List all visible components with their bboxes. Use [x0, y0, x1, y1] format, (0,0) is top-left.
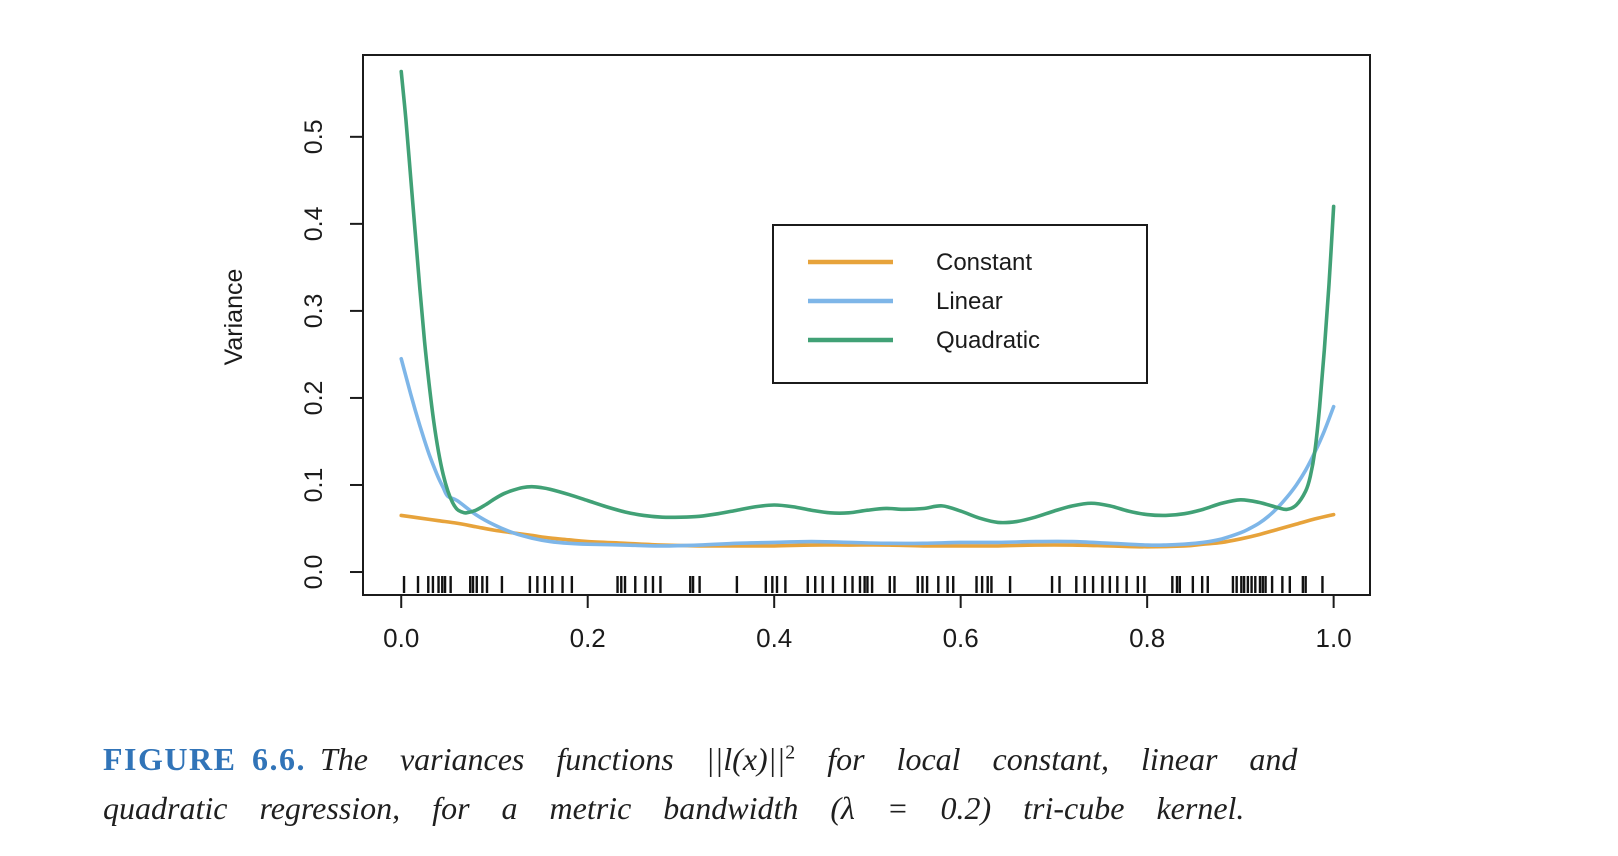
- legend-label-linear: Linear: [936, 288, 1003, 315]
- y-tick-label: 0.5: [300, 119, 328, 154]
- caption-math-norm: ||l(x)||: [705, 741, 786, 777]
- y-tick-label: 0.3: [300, 294, 328, 329]
- variance-chart: 0.0 0.1 0.2 0.3 0.4 0.5 0.0 0.2 0.4 0.6 0.8 1.0 Vari…: [220, 54, 1371, 653]
- figure-panel: 0.0 0.1 0.2 0.3 0.4 0.5 0.0 0.2 0.4 0.6 0.8 1.0 Vari…: [220, 54, 1371, 653]
- x-tick-label: 0.2: [570, 623, 606, 653]
- x-tick-label: 0.6: [943, 623, 979, 653]
- y-tick-label: 0.4: [300, 206, 328, 241]
- y-axis-title: Variance: [220, 269, 248, 366]
- plot-border: [362, 54, 1371, 596]
- y-tick-label: 0.1: [300, 468, 328, 503]
- caption-figure-label: FIGURE 6.6.: [103, 741, 306, 777]
- figure-caption: FIGURE 6.6. The variances functions ||l(x…: [103, 735, 1563, 833]
- caption-math-sup: 2: [785, 741, 796, 764]
- caption-text-3: quadratic regression, for a metric bandw…: [103, 790, 1245, 826]
- legend-label-constant: Constant: [936, 249, 1032, 276]
- y-tick-label: 0.0: [300, 555, 328, 590]
- caption-text-2: for local constant, linear and: [795, 741, 1298, 777]
- x-tick-label: 0.8: [1129, 623, 1165, 653]
- x-tick-label: 0.4: [756, 623, 792, 653]
- legend-box: [772, 224, 1148, 384]
- x-tick-label: 1.0: [1316, 623, 1352, 653]
- legend-label-quadratic: Quadratic: [936, 327, 1040, 354]
- x-tick-label: 0.0: [383, 623, 419, 653]
- linear-curve: [399, 356, 1336, 548]
- quadratic-curve: [399, 69, 1336, 525]
- caption-text-1: The variances functions: [319, 741, 706, 777]
- y-tick-label: 0.2: [300, 381, 328, 416]
